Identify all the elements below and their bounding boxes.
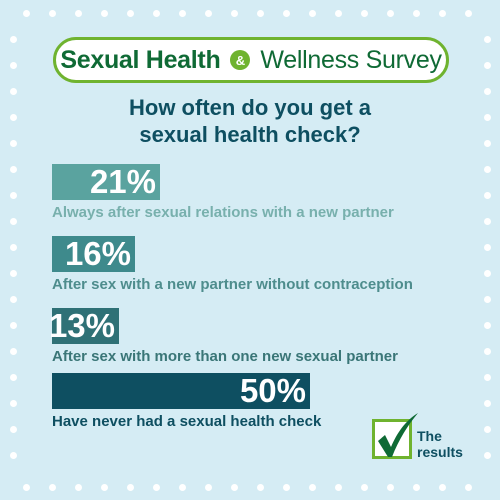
border-dot <box>9 269 17 277</box>
border-dot <box>483 425 491 433</box>
border-dot <box>9 399 17 407</box>
bar-value-label: 16% <box>64 235 131 272</box>
border-dot <box>334 9 342 17</box>
border-dot <box>204 483 212 491</box>
bar-2: 16% <box>52 235 135 272</box>
border-dot <box>152 9 160 17</box>
border-dot <box>282 483 290 491</box>
border-dot <box>74 483 82 491</box>
border-dot <box>464 483 472 491</box>
border-dot <box>483 35 491 43</box>
ampersand-badge: & <box>230 50 251 70</box>
category-label: Have never had a sexual health check <box>52 413 322 430</box>
border-dot <box>9 191 17 199</box>
question-line-1: How often do you get a <box>129 95 371 120</box>
border-dot <box>230 9 238 17</box>
bar-4: 50% <box>52 372 310 409</box>
border-dot <box>9 451 17 459</box>
border-dot <box>483 243 491 251</box>
border-dot <box>48 483 56 491</box>
border-dot <box>483 321 491 329</box>
category-label: Always after sexual relations with a new… <box>52 204 394 221</box>
border-dot <box>9 217 17 225</box>
border-dot <box>438 483 446 491</box>
border-dot <box>9 373 17 381</box>
border-dot <box>334 483 342 491</box>
border-dot <box>360 483 368 491</box>
border-dot <box>308 483 316 491</box>
border-dot <box>386 9 394 17</box>
border-dot <box>9 165 17 173</box>
survey-title-banner: Sexual Health & Wellness Survey <box>53 37 449 83</box>
results-badge: The results <box>372 411 472 466</box>
border-dot <box>9 35 17 43</box>
border-dot <box>483 373 491 381</box>
border-dot <box>9 425 17 433</box>
border-dot <box>483 61 491 69</box>
border-dot <box>74 9 82 17</box>
bar-value-label: 13% <box>48 307 115 344</box>
title-wellness-survey: Wellness Survey <box>260 45 442 74</box>
survey-question: How often do you get a sexual health che… <box>0 94 500 148</box>
border-dot <box>464 9 472 17</box>
border-dot <box>360 9 368 17</box>
badge-line-2: results <box>417 444 463 460</box>
border-dot <box>256 9 264 17</box>
border-dot <box>412 483 420 491</box>
checkmark-icon <box>378 413 418 457</box>
question-line-2: sexual health check? <box>139 122 361 147</box>
title-sexual-health: Sexual Health <box>60 45 221 74</box>
border-dot <box>483 399 491 407</box>
category-label: After sex with a new partner without con… <box>52 276 413 293</box>
border-dot <box>9 321 17 329</box>
border-dot <box>9 295 17 303</box>
border-dot <box>9 347 17 355</box>
border-dot <box>438 9 446 17</box>
badge-caption: The results <box>417 428 467 460</box>
border-dot <box>9 243 17 251</box>
border-dot <box>100 483 108 491</box>
border-dot <box>204 9 212 17</box>
border-dot <box>282 9 290 17</box>
border-dot <box>412 9 420 17</box>
border-dot <box>100 9 108 17</box>
border-dot <box>230 483 238 491</box>
border-dot <box>483 451 491 459</box>
border-dot <box>48 9 56 17</box>
bar-value-label: 50% <box>239 372 306 409</box>
border-dot <box>126 9 134 17</box>
border-dot <box>9 61 17 69</box>
bar-value-label: 21% <box>89 163 156 200</box>
border-dot <box>22 9 30 17</box>
border-dot <box>483 165 491 173</box>
border-dot <box>483 347 491 355</box>
border-dot <box>256 483 264 491</box>
bar-1: 21% <box>52 163 160 200</box>
bar-3: 13% <box>48 307 119 344</box>
border-dot <box>22 483 30 491</box>
border-dot <box>483 191 491 199</box>
border-dot <box>483 269 491 277</box>
border-dot <box>308 9 316 17</box>
category-label: After sex with more than one new sexual … <box>52 348 398 365</box>
border-dot <box>483 295 491 303</box>
border-dot <box>483 217 491 225</box>
badge-line-1: The <box>417 428 442 444</box>
border-dot <box>386 483 394 491</box>
border-dot <box>152 483 160 491</box>
border-dot <box>126 483 134 491</box>
border-dot <box>178 483 186 491</box>
border-dot <box>178 9 186 17</box>
